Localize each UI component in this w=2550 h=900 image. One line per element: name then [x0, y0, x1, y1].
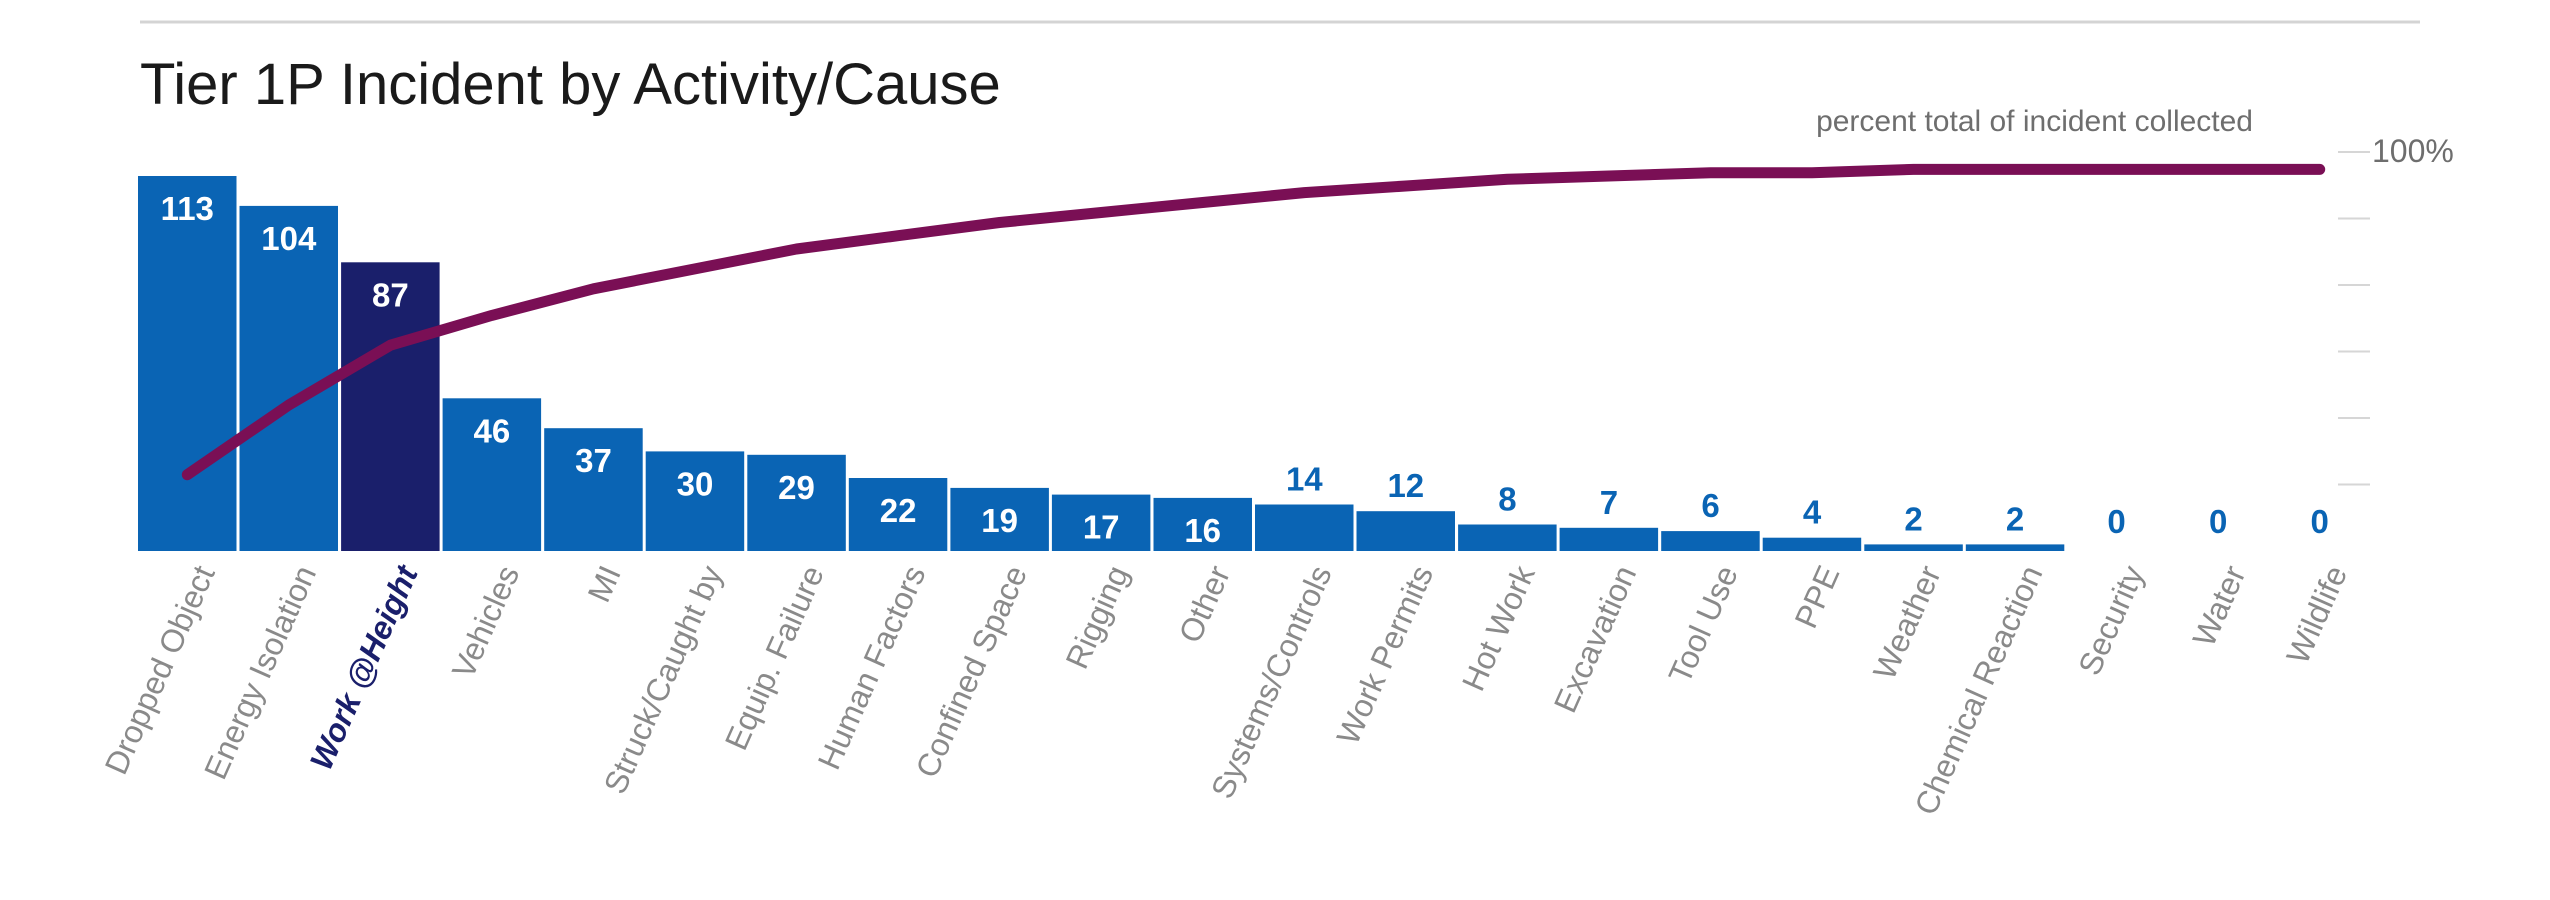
bar-work-permits	[1356, 511, 1455, 551]
bar-value-vehicles: 46	[474, 412, 511, 449]
bar-equip-failure	[747, 454, 846, 551]
bar-value-tool-use: 6	[1701, 487, 1719, 524]
category-label-equip-failure: Equip. Failure	[718, 560, 831, 755]
bar-value-weather: 2	[1904, 500, 1922, 537]
bar-other	[1153, 497, 1252, 551]
bar-vehicles	[442, 398, 542, 551]
bar-struck-caught-by	[645, 451, 745, 551]
bar-hot-work	[1458, 524, 1557, 551]
bar-value-confined-space: 19	[981, 502, 1018, 539]
bar-mi	[544, 428, 643, 551]
category-label-tool-use: Tool Use	[1661, 560, 1745, 688]
category-label-energy-isolation: Energy Isolation	[197, 560, 323, 784]
bar-value-equip-failure: 29	[778, 469, 815, 506]
category-label-other: Other	[1172, 560, 1238, 648]
bar-excavation	[1559, 527, 1659, 551]
bar-value-systems-controls: 14	[1286, 461, 1323, 498]
category-label-weather: Weather	[1866, 560, 1948, 685]
bar-value-security: 0	[2107, 503, 2125, 540]
cumulative-line	[181, 163, 2326, 481]
category-label-ppe: PPE	[1787, 560, 1846, 633]
bar-human-factors	[848, 478, 948, 551]
category-label-wildlife: Wildlife	[2279, 560, 2354, 669]
bar-systems-controls	[1255, 504, 1354, 551]
bar-value-energy-isolation: 104	[261, 220, 317, 257]
category-label-hot-work: Hot Work	[1455, 559, 1542, 696]
bar-value-work-permits: 12	[1387, 467, 1424, 504]
category-label-dropped-object: Dropped Object	[98, 560, 222, 779]
bar-rigging	[1051, 494, 1151, 551]
bar-value-hot-work: 8	[1498, 481, 1516, 518]
category-label-excavation: Excavation	[1547, 560, 1644, 718]
category-label-confined-space: Confined Space	[908, 560, 1034, 783]
category-label-water: Water	[2185, 560, 2252, 652]
bar-value-excavation: 7	[1600, 484, 1618, 521]
right-axis-label: 100%	[2372, 133, 2454, 169]
category-label-work-height: Work @Height	[303, 559, 426, 775]
bar-confined-space	[950, 487, 1049, 551]
category-label-rigging: Rigging	[1059, 560, 1136, 674]
bar-value-struck-caught-by: 30	[677, 465, 714, 502]
category-label-human-factors: Human Factors	[811, 560, 933, 774]
bar-work-height	[341, 262, 440, 551]
bar-ppe	[1762, 537, 1862, 551]
category-label-work-permits: Work Permits	[1329, 560, 1440, 750]
bar-value-dropped-object: 113	[161, 190, 214, 227]
bar-value-wildlife: 0	[2311, 503, 2329, 540]
bar-value-ppe: 4	[1803, 494, 1822, 531]
line-annotation: percent total of incident collected	[1816, 105, 2253, 138]
bar-value-human-factors: 22	[880, 492, 917, 529]
bar-value-other: 16	[1184, 512, 1221, 549]
bar-value-chemical-reaction: 2	[2006, 500, 2024, 537]
bar-energy-isolation	[239, 205, 338, 551]
category-label-mi: MI	[581, 560, 628, 607]
bar-value-work-height: 87	[372, 276, 409, 313]
bar-chemical-reaction	[1965, 544, 2065, 551]
right-axis-ticks	[2338, 151, 2370, 486]
bar-value-mi: 37	[575, 442, 612, 479]
bar-value-rigging: 17	[1083, 509, 1120, 546]
bars	[138, 176, 2065, 551]
category-label-vehicles: Vehicles	[445, 560, 526, 684]
bar-dropped-object	[138, 176, 237, 551]
category-label-security: Security	[2071, 560, 2151, 680]
chart-title: Tier 1P Incident by Activity/Cause	[140, 52, 1001, 117]
bar-value-water: 0	[2209, 503, 2227, 540]
bar-tool-use	[1661, 531, 1760, 551]
bar-weather	[1864, 544, 1963, 551]
